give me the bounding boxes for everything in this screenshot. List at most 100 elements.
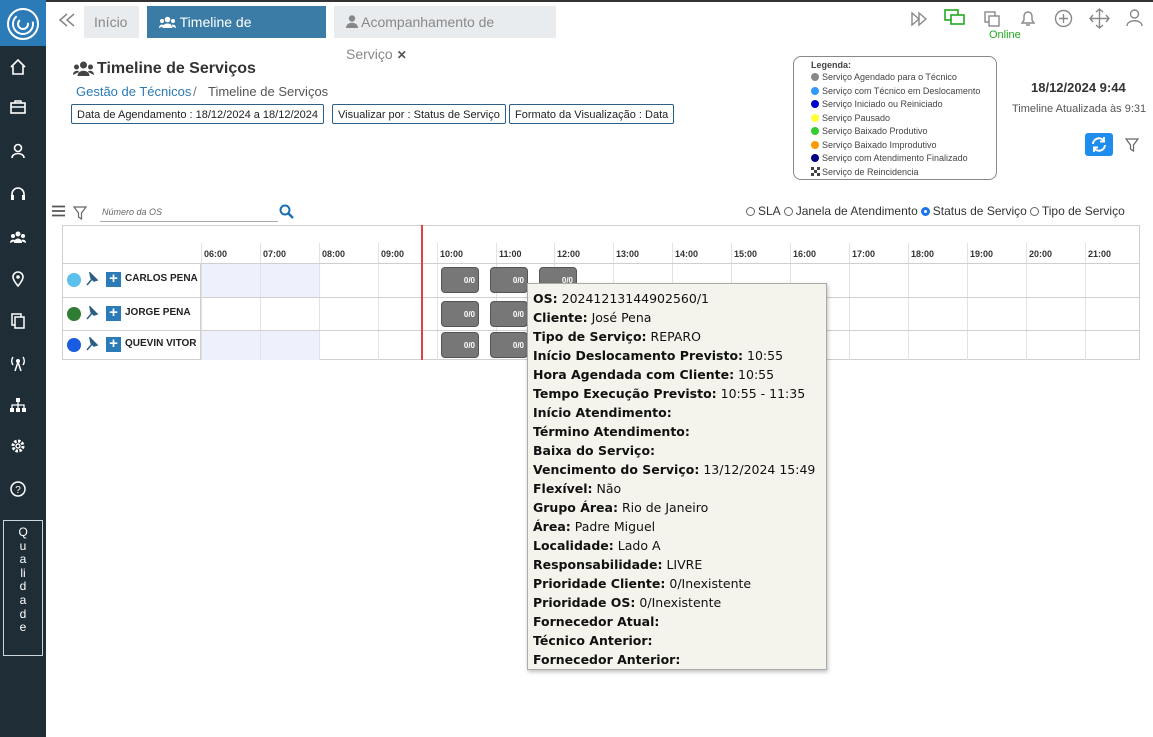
service-block[interactable]: 0/0 xyxy=(490,332,528,358)
tab[interactable]: Acompanhamento de Serviço ✕ xyxy=(334,6,556,62)
page-title: Timeline de Serviços xyxy=(97,60,256,77)
hour-label: 18:00 xyxy=(911,249,935,259)
row-line xyxy=(62,263,1140,264)
legend-label: Serviço Agendado para o Técnico xyxy=(822,72,957,82)
search-icon[interactable] xyxy=(279,204,294,219)
back-icon[interactable] xyxy=(58,12,76,28)
chat-icon[interactable] xyxy=(944,9,966,27)
home-icon[interactable] xyxy=(9,58,27,76)
radio-button[interactable] xyxy=(783,207,793,216)
close-tab[interactable]: ✕ xyxy=(216,48,227,62)
quality-button[interactable]: Qualidade xyxy=(3,520,43,656)
service-block[interactable]: 0/0 xyxy=(441,267,479,293)
filter-icon[interactable] xyxy=(1125,138,1139,152)
tooltip-label: Hora Agendada com Cliente: xyxy=(533,367,735,382)
hour-label: 09:00 xyxy=(381,249,405,259)
radio-button[interactable] xyxy=(920,207,930,216)
sidebar: ? Qualidade xyxy=(0,0,46,737)
forward-icon[interactable] xyxy=(910,11,928,27)
radio-button[interactable] xyxy=(746,207,755,216)
hour-label: 17:00 xyxy=(852,249,876,259)
profile-icon[interactable] xyxy=(1126,9,1143,27)
copy-icon[interactable] xyxy=(9,312,27,330)
settings-icon[interactable] xyxy=(9,437,27,455)
tooltip-value: 10:55 - 11:35 xyxy=(720,386,806,401)
filter-chip[interactable]: Visualizar por : Status de Serviço xyxy=(332,104,506,124)
tooltip-row: Início Deslocamento Previsto: 10:55 xyxy=(533,346,826,365)
help-icon[interactable]: ? xyxy=(9,480,27,498)
menu-icon[interactable] xyxy=(52,205,65,217)
close-tab[interactable]: ✕ xyxy=(396,48,407,62)
tab[interactable]: Timeline de Serviços ✕ xyxy=(147,6,326,62)
service-block[interactable]: 0/0 xyxy=(441,300,479,327)
legend-item: Serviço com Técnico em Deslocamento xyxy=(811,85,996,99)
view-option[interactable]: Janela de Atendimento xyxy=(783,204,918,218)
legend-item: Serviço Agendado para o Técnico xyxy=(811,71,996,85)
pin-icon[interactable] xyxy=(86,272,99,286)
tooltip-value: 0/Inexistente xyxy=(639,595,722,610)
technician-status xyxy=(67,338,81,352)
filter-chip[interactable]: Formato da Visualização : Data xyxy=(509,104,675,124)
add-button[interactable]: + xyxy=(106,336,121,352)
view-option[interactable]: SLA xyxy=(746,204,781,218)
tab-label: Acompanhamento de Serviço xyxy=(346,14,495,62)
filter-icon[interactable] xyxy=(73,206,87,220)
technician-status xyxy=(67,273,81,287)
filter-chip[interactable]: Data de Agendamento : 18/12/2024 a 18/12… xyxy=(71,104,324,124)
last-update: Timeline Atualizada às 9:31 xyxy=(1012,103,1147,115)
add-button[interactable]: + xyxy=(106,271,121,287)
hour-label: 21:00 xyxy=(1088,249,1112,259)
tooltip-value: REPARO xyxy=(650,329,701,344)
service-block[interactable]: 0/0 xyxy=(490,267,528,293)
unavailable-period xyxy=(201,331,319,360)
pin-icon[interactable] xyxy=(86,305,99,320)
tooltip-row: Prioridade OS: 0/Inexistente xyxy=(533,593,826,612)
user-icon[interactable] xyxy=(9,142,27,160)
briefcase-icon[interactable] xyxy=(9,98,27,116)
service-block[interactable]: 0/0 xyxy=(441,332,479,358)
service-block[interactable]: 0/0 xyxy=(490,300,528,327)
antenna-icon[interactable] xyxy=(9,354,27,372)
column-line xyxy=(200,263,201,360)
tooltip-value: Lado A xyxy=(617,538,661,553)
tooltip-label: Baixa do Serviço: xyxy=(533,443,656,458)
search-input[interactable]: Número da OS xyxy=(100,202,278,222)
tooltip-label: Flexível: xyxy=(533,481,593,496)
team-icon xyxy=(73,61,94,76)
hour-label: 14:00 xyxy=(675,249,699,259)
legend-dot xyxy=(811,86,819,95)
logo-icon xyxy=(7,8,39,40)
tooltip-label: Prioridade OS: xyxy=(533,595,636,610)
reincidence-icon xyxy=(811,166,820,176)
add-button[interactable]: + xyxy=(106,305,121,321)
search-placeholder: Número da OS xyxy=(102,207,163,217)
radio-button[interactable] xyxy=(1029,207,1039,216)
tab[interactable]: Início xyxy=(84,6,139,38)
add-icon[interactable] xyxy=(1054,9,1073,28)
view-option[interactable]: Status de Serviço xyxy=(920,204,1027,218)
team-icon[interactable] xyxy=(9,228,27,246)
tooltip-row: Localidade: Lado A xyxy=(533,536,826,555)
pin-icon[interactable] xyxy=(86,337,99,351)
view-option[interactable]: Tipo de Serviço xyxy=(1029,204,1125,218)
legend-item: Serviço Baixado Improdutivo xyxy=(811,139,996,153)
legend: Legenda: Serviço Agendado para o Técnico… xyxy=(793,56,997,180)
windows-icon[interactable] xyxy=(983,10,1001,28)
column-line xyxy=(437,243,438,360)
breadcrumb-link[interactable]: Gestão de Técnicos xyxy=(76,84,192,99)
move-icon[interactable] xyxy=(1089,8,1110,29)
headset-icon[interactable] xyxy=(9,185,27,203)
online-status: Online xyxy=(989,29,1021,41)
tooltip-value: LIVRE xyxy=(666,557,703,572)
hierarchy-icon[interactable] xyxy=(9,396,27,414)
tooltip-row: Término Atendimento: xyxy=(533,422,826,441)
refresh-button[interactable] xyxy=(1085,133,1113,156)
location-icon[interactable] xyxy=(9,270,27,288)
logo[interactable] xyxy=(0,0,46,46)
breadcrumb-separator: / xyxy=(193,84,197,99)
tooltip-value: José Pena xyxy=(591,310,652,325)
view-options: SLA Janela de Atendimento Status de Serviç… xyxy=(746,204,1128,218)
tooltip-row: Cliente: José Pena xyxy=(533,308,826,327)
bell-icon[interactable] xyxy=(1019,9,1037,28)
tooltip-label: OS: xyxy=(533,291,558,306)
